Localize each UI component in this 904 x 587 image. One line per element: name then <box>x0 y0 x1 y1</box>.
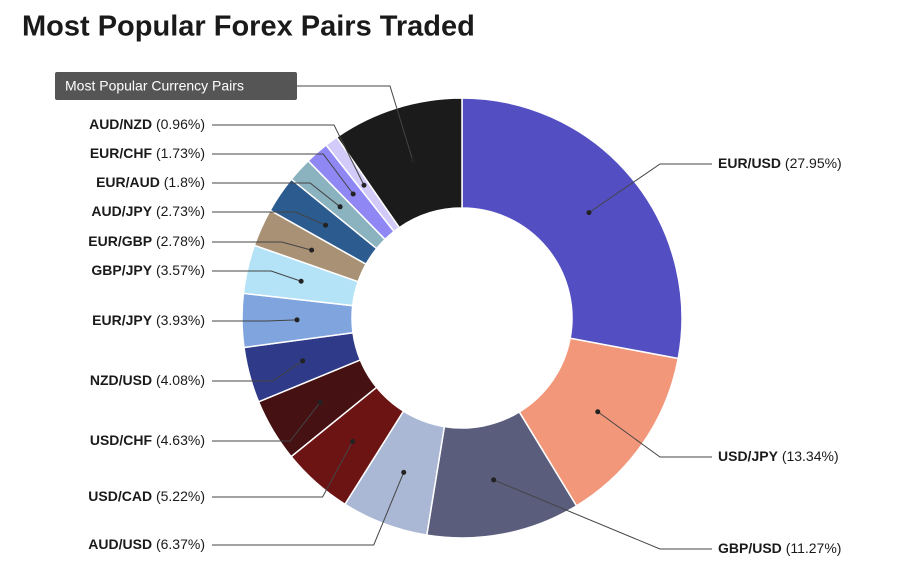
leader-line <box>493 479 712 550</box>
leader-dot <box>350 438 356 444</box>
slice-label: EUR/JPY (3.93%) <box>92 312 205 328</box>
leader-line <box>212 124 365 186</box>
slice-label: EUR/AUD (1.8%) <box>96 174 205 190</box>
label-name: USD/CAD <box>88 488 152 504</box>
label-value: (5.22%) <box>156 488 205 504</box>
leader-line <box>212 472 405 546</box>
leader-dot <box>317 399 323 405</box>
label-value: (1.73%) <box>156 145 205 161</box>
leader-dot <box>323 222 329 228</box>
leader-dot <box>298 278 304 284</box>
leader-dot <box>337 204 343 210</box>
leader-dot <box>350 191 356 197</box>
label-name: EUR/JPY <box>92 312 153 328</box>
slice-label: GBP/JPY (3.57%) <box>91 262 205 278</box>
leader-dot <box>361 182 367 188</box>
slice <box>461 97 683 360</box>
label-value: (3.57%) <box>156 262 205 278</box>
label-name: GBP/USD <box>718 540 782 556</box>
label-value: (4.63%) <box>156 432 205 448</box>
slice-label: USD/CHF (4.63%) <box>90 432 205 448</box>
label-name: AUD/NZD <box>89 116 152 132</box>
leader-line <box>212 241 312 251</box>
label-value: (11.27%) <box>786 540 842 556</box>
leader-line <box>212 270 302 282</box>
leader-line <box>212 211 326 226</box>
leader-line <box>212 182 341 208</box>
leader-dot <box>491 477 497 483</box>
chart-title: Most Popular Forex Pairs Traded <box>22 11 475 43</box>
label-name: GBP/JPY <box>91 262 152 278</box>
leader-line <box>597 411 712 458</box>
label-name: EUR/AUD <box>96 174 160 190</box>
label-name: AUD/JPY <box>91 203 152 219</box>
label-name: EUR/GBP <box>88 233 152 249</box>
slice-label: USD/JPY (13.34%) <box>718 448 839 464</box>
slice-label: AUD/USD (6.37%) <box>88 536 205 552</box>
label-value: (2.78%) <box>156 233 205 249</box>
leader-dot <box>410 158 416 164</box>
leader-dot <box>294 317 300 323</box>
tooltip-label: Most Popular Currency Pairs <box>65 78 244 94</box>
label-name: AUD/USD <box>88 536 152 552</box>
slice-label: EUR/GBP (2.78%) <box>88 233 205 249</box>
label-value: (13.34%) <box>782 448 839 464</box>
leader-line <box>212 441 354 498</box>
label-value: (4.08%) <box>156 372 205 388</box>
slice-label: EUR/USD (27.95%) <box>718 155 842 171</box>
label-value: (6.37%) <box>156 536 205 552</box>
leader-dot <box>401 469 407 475</box>
leader-dot <box>300 358 306 364</box>
leader-line <box>297 85 414 161</box>
slice-label: AUD/JPY (2.73%) <box>91 203 205 219</box>
slice-label: USD/CAD (5.22%) <box>88 488 205 504</box>
leader-line <box>212 401 321 442</box>
leader-line <box>212 319 298 322</box>
label-value: (0.96%) <box>156 116 205 132</box>
label-name: NZD/USD <box>90 372 152 388</box>
label-name: EUR/USD <box>718 155 781 171</box>
slice-label: GBP/USD (11.27%) <box>718 540 841 556</box>
slice <box>335 97 463 229</box>
slice-label: NZD/USD (4.08%) <box>90 372 205 388</box>
leader-line <box>212 153 354 195</box>
leader-dot <box>586 210 592 216</box>
leader-dot <box>595 409 601 415</box>
leader-line <box>212 360 303 382</box>
label-value: (3.93%) <box>156 312 205 328</box>
label-name: EUR/CHF <box>90 145 153 161</box>
slice-label: AUD/NZD (0.96%) <box>89 116 205 132</box>
slice-label: EUR/CHF (1.73%) <box>90 145 205 161</box>
label-value: (1.8%) <box>164 174 205 190</box>
leader-dot <box>309 247 315 253</box>
label-value: (27.95%) <box>785 155 842 171</box>
label-name: USD/JPY <box>718 448 779 464</box>
tooltip-box <box>55 72 297 100</box>
label-name: USD/CHF <box>90 432 153 448</box>
leader-line <box>588 163 712 214</box>
label-value: (2.73%) <box>156 203 205 219</box>
